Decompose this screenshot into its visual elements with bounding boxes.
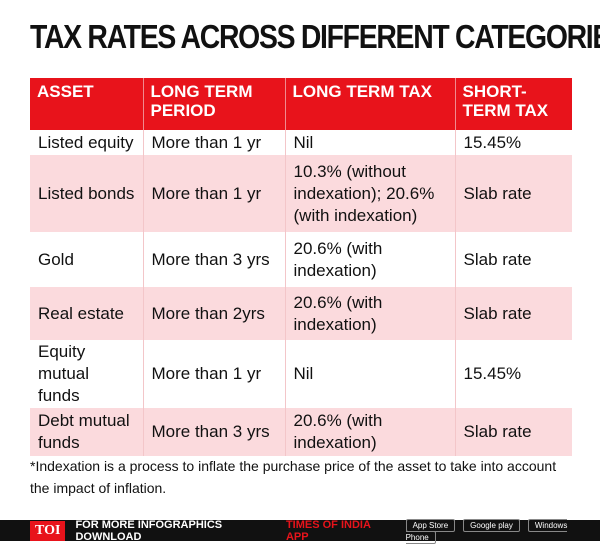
- table-cell: 20.6% (with indexation): [284, 408, 455, 456]
- table-cell: 15.45%: [454, 130, 572, 155]
- store-badge[interactable]: Windows Phone: [405, 518, 568, 544]
- table-cell: Listed bonds: [30, 155, 143, 232]
- footer-text: FOR MORE INFOGRAPHICS DOWNLOAD: [75, 518, 223, 543]
- column-header: SHORT-TERM TAX: [454, 78, 572, 130]
- table-cell: More than 1 yr: [142, 130, 285, 155]
- table-cell: Slab rate: [454, 232, 572, 287]
- badges: App Store Google play Windows Phone: [405, 518, 600, 544]
- column-header: LONG TERM PERIOD: [142, 78, 285, 130]
- table-cell: Gold: [30, 232, 143, 287]
- table-cell: Nil: [284, 130, 455, 155]
- table-row: Listed equity More than 1 yr Nil 15.45%: [30, 130, 572, 155]
- logo: TOI: [30, 520, 66, 541]
- table-cell: Slab rate: [454, 287, 572, 340]
- footer-highlight: TIMES OF INDIA APP: [285, 518, 371, 543]
- title: TAX RATES ACROSS DIFFERENT CATEGORIES: [30, 18, 600, 55]
- table-row: Gold More than 3 yrs 20.6% (with indexatio…: [30, 232, 572, 287]
- table-cell: Debt mutual funds: [30, 408, 143, 456]
- table-cell: More than 2yrs: [142, 287, 285, 340]
- table-cell: More than 3 yrs: [142, 232, 285, 287]
- store-badge[interactable]: App Store: [405, 518, 456, 532]
- table-row: Listed bonds More than 1 yr 10.3% (without…: [30, 155, 572, 232]
- table-cell: Slab rate: [454, 408, 572, 456]
- table-row: Real estate More than 2yrs 20.6% (with ind…: [30, 287, 572, 340]
- table-cell: 20.6% (with indexation): [284, 287, 455, 340]
- table-body: Listed equity More than 1 yr Nil 15.45% List…: [30, 130, 572, 456]
- table-cell: Nil: [284, 340, 455, 408]
- footnote: *Indexation is a process to inflate the …: [30, 458, 557, 496]
- table-row: Equity mutual funds More than 1 yr Nil 15.4…: [30, 340, 572, 408]
- header-row: ASSET LONG TERM PERIOD LONG TERM TAX SHORT-…: [30, 78, 572, 130]
- table-row: Debt mutual funds More than 3 yrs 20.6% (w…: [30, 408, 572, 456]
- column-header: LONG TERM TAX: [284, 78, 455, 130]
- table-cell: More than 1 yr: [142, 340, 285, 408]
- tax-table: ASSET LONG TERM PERIOD LONG TERM TAX SHORT-…: [30, 78, 572, 456]
- table-cell: Equity mutual funds: [30, 340, 143, 408]
- table-cell: Slab rate: [454, 155, 572, 232]
- table-cell: Listed equity: [30, 130, 143, 155]
- table-cell: 10.3% (without indexation); 20.6% (with …: [284, 155, 455, 232]
- table-cell: Real estate: [30, 287, 143, 340]
- footer-bar: TOI FOR MORE INFOGRAPHICS DOWNLOAD TIMES…: [0, 518, 600, 544]
- table-cell: 15.45%: [454, 340, 572, 408]
- table-cell: More than 1 yr: [142, 155, 285, 232]
- store-badge[interactable]: Google play: [463, 518, 520, 532]
- column-header: ASSET: [30, 78, 143, 130]
- table-cell: More than 3 yrs: [142, 408, 285, 456]
- table-cell: 20.6% (with indexation): [284, 232, 455, 287]
